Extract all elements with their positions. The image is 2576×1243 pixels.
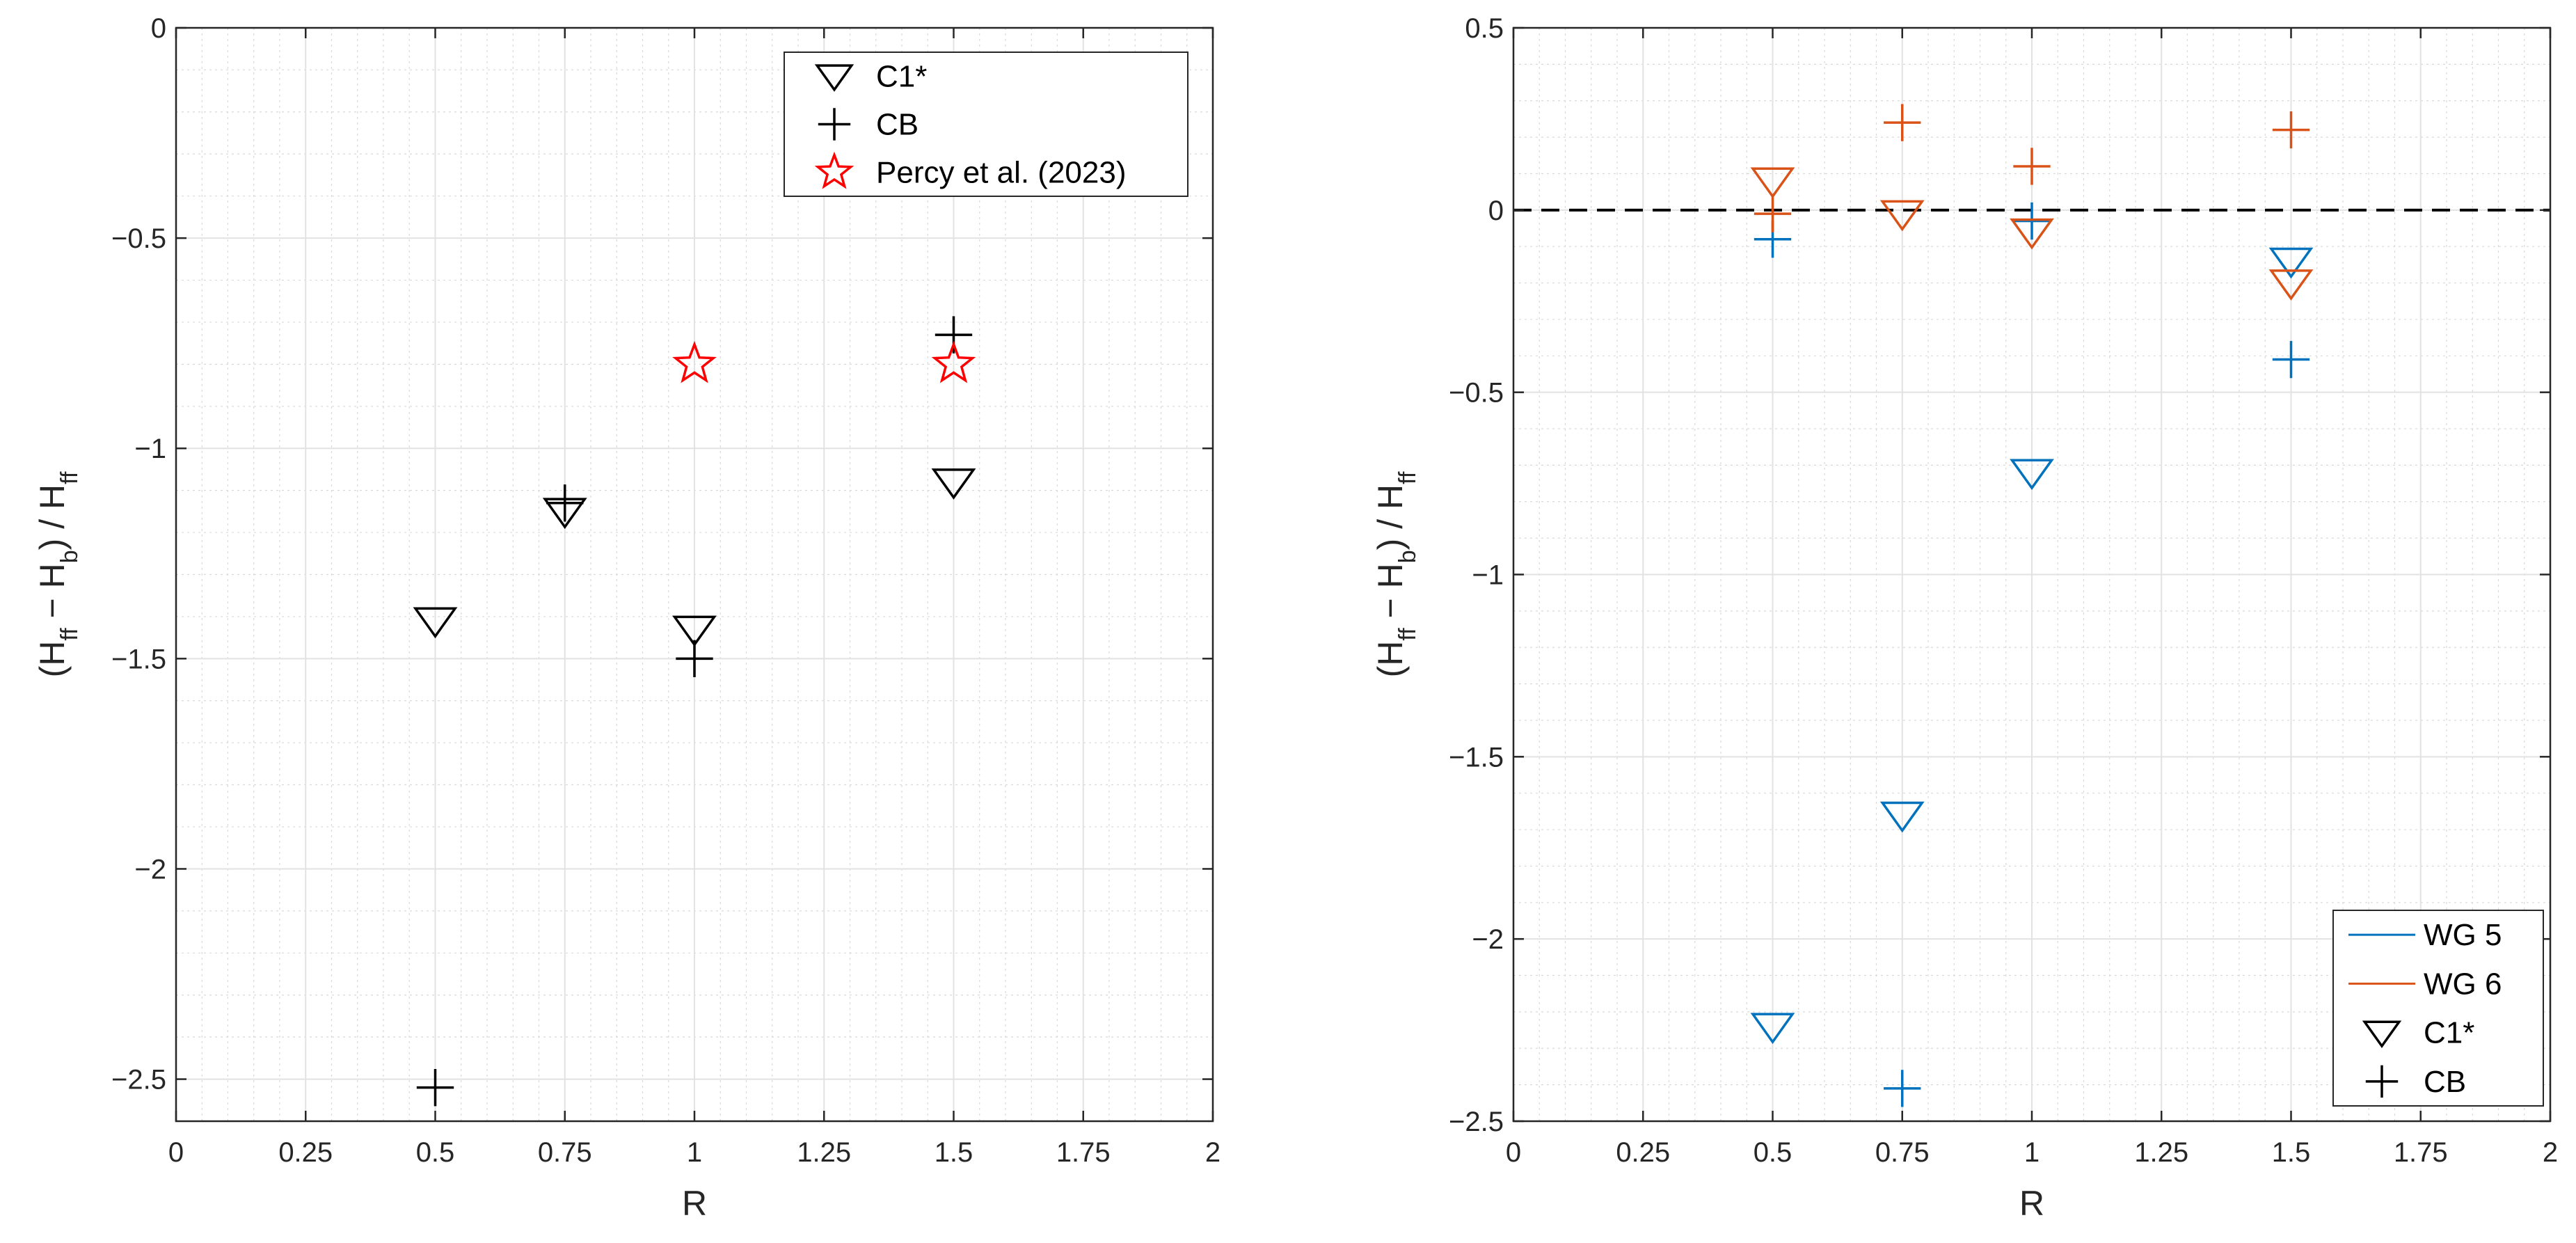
legend-label: WG 5 bbox=[2424, 918, 2502, 952]
x-tick-label: 1.5 bbox=[2272, 1137, 2311, 1168]
legend-marker-plus bbox=[818, 108, 851, 141]
data-point-triangle-down bbox=[1879, 801, 1925, 833]
y-tick-label: −2 bbox=[1472, 924, 1504, 955]
x-tick-label: 1 bbox=[2024, 1137, 2040, 1168]
x-tick-label: 0 bbox=[1506, 1137, 1521, 1168]
legend: WG 5 WG 6 C1* CB bbox=[2332, 910, 2544, 1107]
data-point-triangle-down bbox=[1750, 1013, 1795, 1045]
x-tick-label: 1.5 bbox=[935, 1137, 973, 1168]
data-point-plus bbox=[546, 484, 584, 522]
y-tick-label: −2.5 bbox=[111, 1065, 166, 1095]
legend-marker-star bbox=[814, 151, 854, 189]
y-axis-label: (Hff − Hb) / Hff bbox=[33, 471, 83, 677]
data-point-triangle-down bbox=[2010, 459, 2054, 491]
x-tick-label: 0.25 bbox=[1616, 1137, 1670, 1168]
data-point-star bbox=[931, 340, 976, 383]
legend-label: C1* bbox=[2424, 1016, 2474, 1050]
data-point-plus bbox=[1754, 195, 1792, 232]
x-tick-label: 0.5 bbox=[1754, 1137, 1792, 1168]
x-tick-label: 1 bbox=[687, 1137, 702, 1168]
data-point-plus bbox=[2272, 111, 2310, 149]
data-point-triangle-down bbox=[2010, 218, 2054, 250]
x-tick-label: 0 bbox=[168, 1137, 184, 1168]
y-tick-label: −1 bbox=[134, 434, 166, 464]
plot-2: 0 0.25 0.5 0.75 1 1.25 1.5 1.75 2 0.5 0 −0.5 −1 −1.5 −… bbox=[1449, 13, 2558, 1223]
x-tick-label: 1.25 bbox=[2134, 1137, 2188, 1168]
legend-label: C1* bbox=[876, 60, 927, 94]
x-tick-label: 1.25 bbox=[797, 1137, 851, 1168]
data-point-triangle-down bbox=[413, 607, 458, 639]
plot-1: 0 0.25 0.5 0.75 1 1.25 1.5 1.75 2 0 −0.5 −1 −1.5 −2 −2… bbox=[111, 13, 1221, 1223]
y-tick-label: 0 bbox=[1488, 196, 1504, 226]
data-point-triangle-down bbox=[2268, 247, 2314, 279]
y-tick-label: −0.5 bbox=[111, 223, 166, 254]
data-point-plus bbox=[2013, 148, 2051, 185]
data-point-triangle-down bbox=[931, 468, 976, 500]
x-tick-label: 1.75 bbox=[1056, 1137, 1111, 1168]
x-tick-label: 1.75 bbox=[2394, 1137, 2448, 1168]
y-tick-label: 0.5 bbox=[1465, 13, 1504, 44]
y-tick-label: 0 bbox=[151, 13, 166, 44]
x-tick-label: 0.75 bbox=[1875, 1137, 1930, 1168]
data-point-triangle-down bbox=[2268, 269, 2314, 301]
legend-label: CB bbox=[2424, 1065, 2466, 1099]
y-tick-label: −2.5 bbox=[1449, 1107, 1504, 1137]
legend-label: WG 6 bbox=[2424, 967, 2502, 1001]
legend-marker-triangle-down bbox=[2362, 1020, 2402, 1048]
y-tick-label: −1 bbox=[1472, 560, 1504, 591]
legend: C1* CB Percy et al. (2023) bbox=[784, 52, 1188, 197]
x-tick-label: 0.75 bbox=[538, 1137, 592, 1168]
y-tick-label: −2 bbox=[134, 854, 166, 885]
x-tick-label: 0.25 bbox=[278, 1137, 333, 1168]
data-point-plus bbox=[1884, 1070, 1921, 1107]
y-tick-label: −1.5 bbox=[1449, 742, 1504, 773]
y-tick-label: −0.5 bbox=[1449, 378, 1504, 409]
data-point-plus bbox=[676, 640, 713, 678]
data-point-plus bbox=[1884, 104, 1921, 141]
data-point-plus bbox=[416, 1068, 454, 1107]
data-point-triangle-down bbox=[672, 615, 717, 647]
x-tick-label: 2 bbox=[1205, 1137, 1221, 1168]
y-axis-label: (Hff − Hb) / Hff bbox=[1371, 471, 1421, 677]
legend-label: CB bbox=[876, 108, 919, 142]
x-axis-label: R bbox=[2019, 1184, 2044, 1223]
x-tick-label: 0.5 bbox=[416, 1137, 455, 1168]
data-point-plus bbox=[2013, 202, 2051, 240]
legend-label: Percy et al. (2023) bbox=[876, 156, 1127, 190]
data-point-triangle-down bbox=[1879, 200, 1925, 232]
data-point-triangle-down bbox=[1750, 167, 1795, 199]
x-tick-label: 2 bbox=[2543, 1137, 2558, 1168]
y-tick-label: −1.5 bbox=[111, 644, 166, 674]
data-point-star bbox=[672, 340, 717, 383]
legend-marker-triangle-down bbox=[814, 64, 854, 92]
x-axis-label: R bbox=[682, 1184, 707, 1223]
data-point-plus bbox=[2272, 340, 2310, 379]
legend-marker-plus bbox=[2365, 1065, 2399, 1098]
